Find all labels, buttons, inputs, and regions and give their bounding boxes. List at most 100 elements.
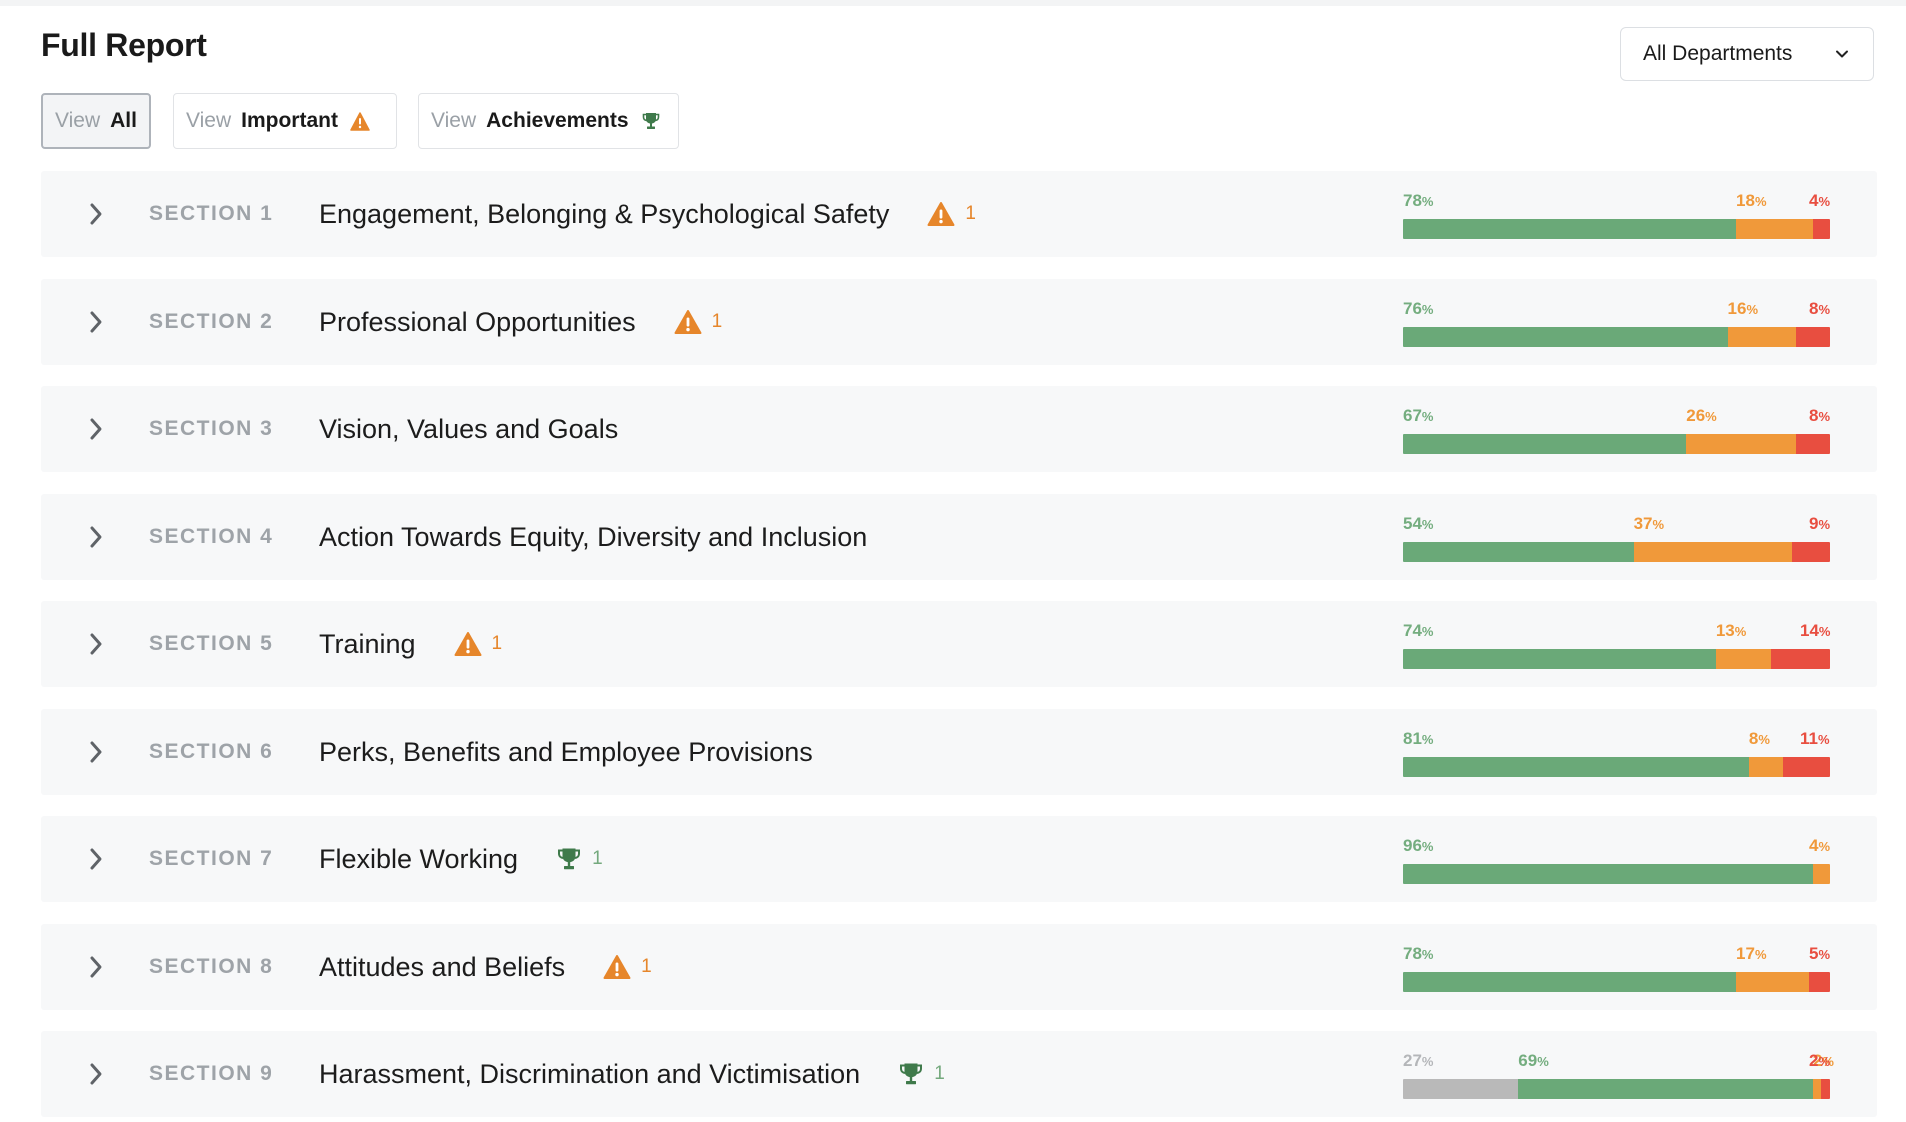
flag-count: 1 [965, 203, 976, 224]
filter-label: All [110, 109, 137, 132]
warning-flag[interactable]: 1 [603, 954, 652, 980]
bar-value: 54 [1403, 514, 1422, 533]
top-divider [0, 0, 1906, 6]
bar-label-positive: 54% [1403, 514, 1434, 533]
bar-value: 9 [1809, 514, 1819, 533]
bar-value: 78 [1403, 944, 1422, 963]
department-select[interactable]: All Departments [1620, 27, 1874, 81]
chevron-right-icon[interactable] [81, 629, 111, 659]
bar-segment-positive [1403, 434, 1687, 454]
bar-segment-neutral [1715, 649, 1771, 669]
bar-track [1403, 757, 1830, 777]
section-title-group: Professional Opportunities 1 [319, 279, 722, 365]
flag-count: 1 [711, 311, 723, 332]
bar-value: 4 [1809, 191, 1819, 210]
view-all-button[interactable]: View All [41, 93, 151, 149]
view-achievements-button[interactable]: View Achievements [418, 93, 679, 149]
bar-segment-negative [1796, 434, 1830, 454]
response-bar: 74% 13% 14% [1403, 601, 1843, 687]
warning-icon [674, 309, 702, 335]
achievement-flag[interactable]: 1 [898, 1061, 945, 1087]
response-bar: 81% 8% 11% [1403, 709, 1843, 795]
bar-value: 67 [1403, 406, 1422, 425]
bar-value: 5 [1809, 944, 1819, 963]
section-row[interactable]: SECTION 5 Training 1 74% 13% 14% [41, 601, 1877, 687]
section-title-group: Flexible Working 1 [319, 816, 603, 902]
chevron-right-icon[interactable] [81, 1059, 111, 1089]
bar-segment-neutral [1812, 1079, 1822, 1099]
chevron-right-icon[interactable] [81, 952, 111, 982]
warning-flag[interactable]: 1 [454, 631, 503, 657]
bar-segment-neutral [1686, 434, 1797, 454]
chevron-right-icon[interactable] [81, 844, 111, 874]
bar-track [1403, 972, 1830, 992]
section-title: Flexible Working [319, 843, 519, 874]
bar-label-neutral: 8% [1748, 729, 1770, 748]
section-row[interactable]: SECTION 6 Perks, Benefits and Employee Pr… [41, 709, 1877, 795]
bar-label-negative: 11% [1800, 729, 1830, 748]
section-title: Engagement, Belonging & Psychological Sa… [319, 198, 890, 229]
response-bar: 76% 16% 8% [1403, 279, 1843, 365]
bar-value: 11 [1800, 729, 1818, 748]
bar-segment-positive [1403, 542, 1634, 562]
bar-track [1403, 649, 1830, 669]
bar-label-neutral: 16% [1727, 299, 1758, 318]
bar-segment-positive [1403, 972, 1737, 992]
bar-label-neutral: 18% [1736, 191, 1767, 210]
filter-prefix: View [55, 109, 101, 132]
bar-label-positive: 74% [1403, 621, 1434, 640]
bar-label-positive: 76% [1403, 299, 1434, 318]
bar-label-negative: 5% [1809, 944, 1831, 963]
view-important-button[interactable]: View Important [173, 93, 397, 149]
bar-value: 78 [1403, 191, 1422, 210]
chevron-right-icon[interactable] [81, 737, 111, 767]
section-title: Professional Opportunities [319, 306, 636, 337]
warning-flag[interactable]: 1 [927, 201, 976, 227]
bar-segment-positive [1403, 864, 1813, 884]
bar-segment-negative [1821, 1079, 1830, 1099]
bar-label-negative: 8% [1809, 299, 1831, 318]
section-label: SECTION 8 [149, 955, 274, 978]
bar-label-neutral: 26% [1686, 406, 1717, 425]
filter-prefix: View [431, 109, 477, 132]
warning-icon [603, 954, 631, 980]
bar-label-positive: 81% [1403, 729, 1434, 748]
section-title-group: Training 1 [319, 601, 502, 687]
section-row[interactable]: SECTION 9 Harassment, Discrimination and … [41, 1031, 1877, 1117]
section-row[interactable]: SECTION 8 Attitudes and Beliefs 1 78% 17% 5% [41, 924, 1877, 1010]
section-row[interactable]: SECTION 7 Flexible Working 1 96% 4% [41, 816, 1877, 902]
filter-prefix: View [186, 109, 232, 132]
bar-segment-positive [1403, 327, 1728, 347]
chevron-right-icon[interactable] [81, 199, 111, 229]
section-label: SECTION 6 [149, 740, 274, 763]
bar-segment-negative [1770, 649, 1830, 669]
bar-value: 69 [1518, 1051, 1538, 1070]
bar-label-negative: 8% [1809, 406, 1831, 425]
section-label: SECTION 5 [149, 632, 274, 655]
bar-value: 2 [1812, 1051, 1823, 1070]
chevron-right-icon[interactable] [81, 414, 111, 444]
section-row[interactable]: SECTION 1 Engagement, Belonging & Psychol… [41, 171, 1877, 257]
section-title: Training [319, 628, 416, 659]
bar-value: 81 [1403, 729, 1422, 748]
bar-track [1403, 864, 1830, 884]
chevron-down-icon [1833, 45, 1851, 63]
section-row[interactable]: SECTION 4 Action Towards Equity, Diversit… [41, 494, 1877, 580]
achievement-flag[interactable]: 1 [556, 846, 603, 872]
warning-flag[interactable]: 1 [674, 309, 723, 335]
flag-count: 1 [592, 848, 603, 869]
bar-label-positive: 78% [1403, 944, 1434, 963]
response-bar: 96% 4% [1403, 816, 1843, 902]
section-row[interactable]: SECTION 3 Vision, Values and Goals 67% 26% 8… [41, 386, 1877, 472]
section-title-group: Perks, Benefits and Employee Provisions [319, 709, 813, 795]
bar-segment-negative [1808, 972, 1830, 992]
section-row[interactable]: SECTION 2 Professional Opportunities 1 76% 1… [41, 279, 1877, 365]
flag-count: 1 [491, 633, 503, 654]
chevron-right-icon[interactable] [81, 522, 111, 552]
bar-value: 26 [1686, 406, 1706, 425]
bar-segment-negative [1795, 327, 1830, 347]
bar-value: 27 [1403, 1051, 1422, 1070]
bar-track [1403, 327, 1830, 347]
bar-label-negative: 14% [1800, 621, 1831, 640]
chevron-right-icon[interactable] [81, 307, 111, 337]
